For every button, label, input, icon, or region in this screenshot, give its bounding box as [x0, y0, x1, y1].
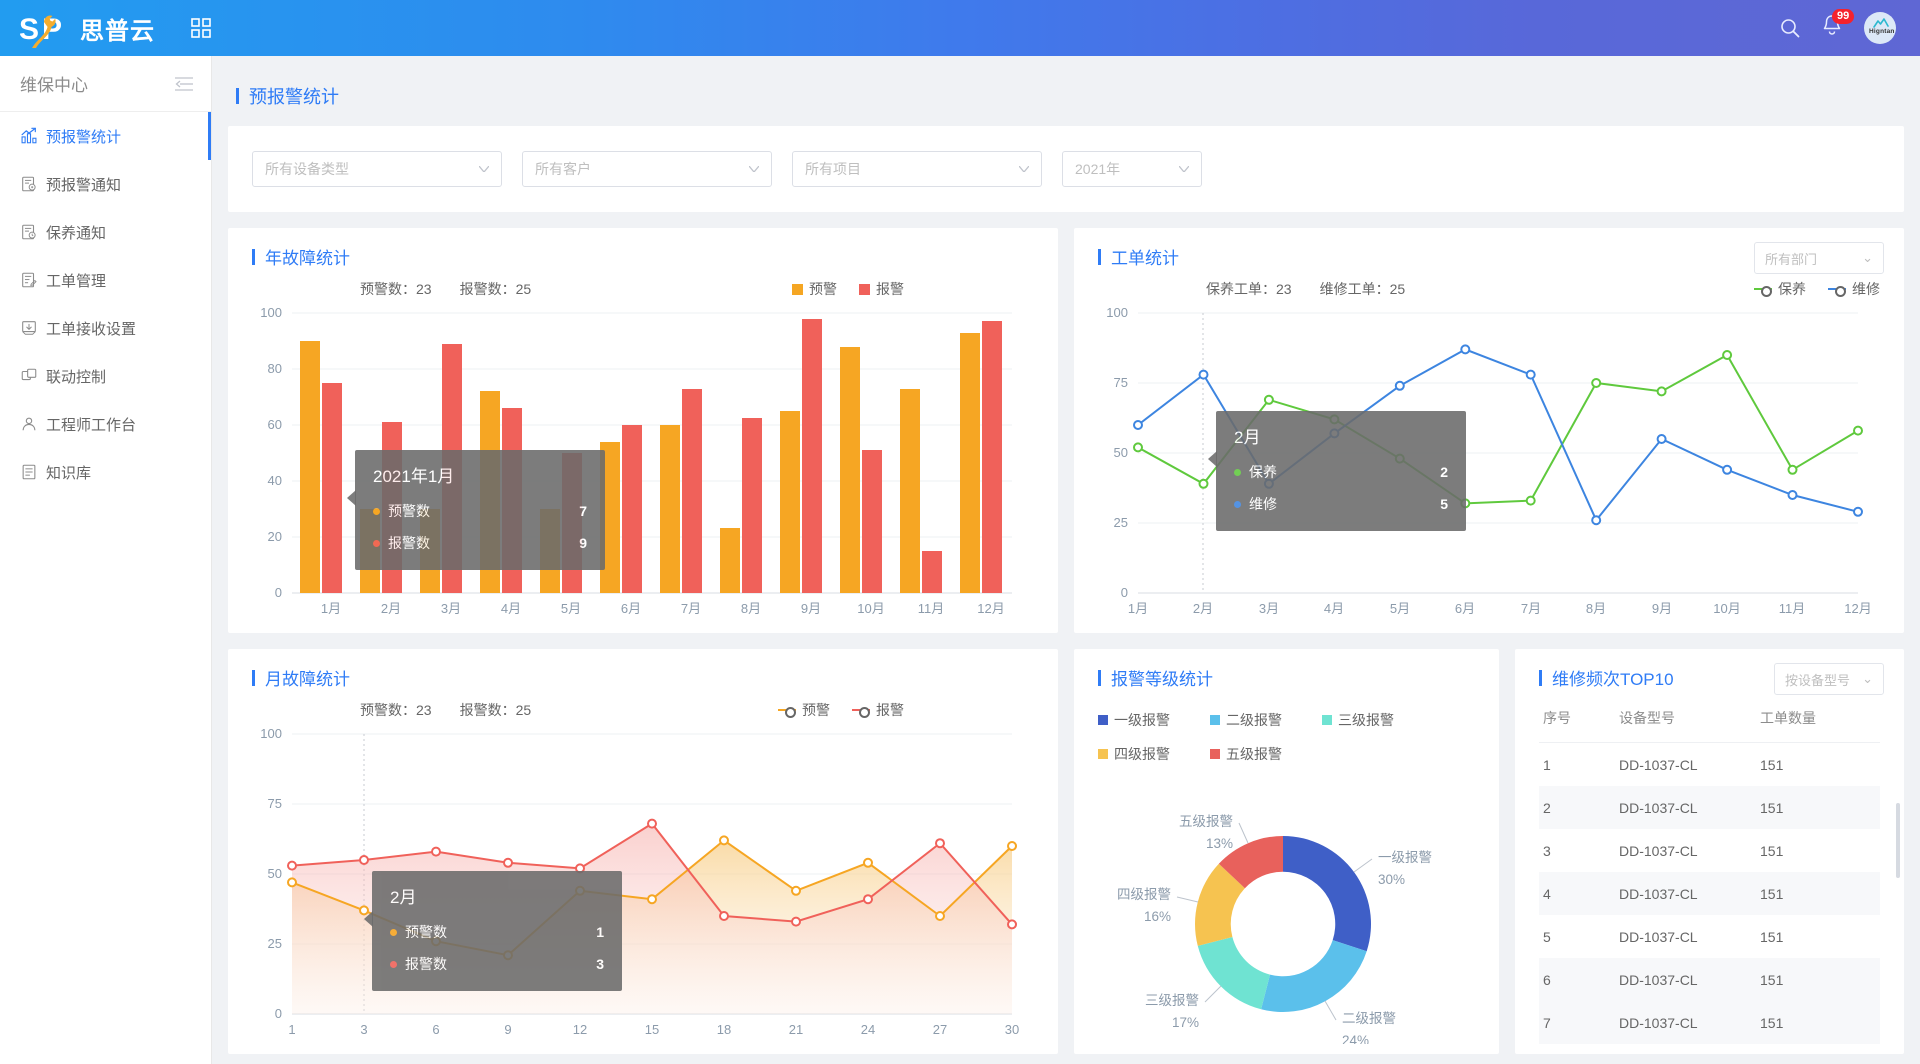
svg-text:4月: 4月 — [501, 601, 521, 616]
svg-text:18: 18 — [717, 1022, 731, 1037]
svg-text:50: 50 — [268, 866, 282, 881]
svg-text:16%: 16% — [1144, 909, 1171, 924]
svg-text:27: 27 — [933, 1022, 947, 1037]
svg-text:11月: 11月 — [1779, 601, 1806, 616]
svg-text:100: 100 — [260, 305, 282, 320]
svg-text:20: 20 — [268, 529, 282, 544]
svg-text:13%: 13% — [1206, 836, 1233, 851]
svg-text:3月: 3月 — [441, 601, 461, 616]
svg-text:25: 25 — [1114, 515, 1128, 530]
svg-text:2月: 2月 — [1193, 601, 1213, 616]
svg-text:8月: 8月 — [1586, 601, 1606, 616]
svg-text:5月: 5月 — [561, 601, 581, 616]
svg-text:1: 1 — [288, 1022, 295, 1037]
svg-text:12月: 12月 — [1844, 601, 1871, 616]
svg-text:25: 25 — [268, 936, 282, 951]
svg-text:12: 12 — [573, 1022, 587, 1037]
svg-text:15: 15 — [645, 1022, 659, 1037]
svg-text:12月: 12月 — [977, 601, 1004, 616]
svg-text:1月: 1月 — [1128, 601, 1148, 616]
svg-text:S: S — [20, 13, 39, 46]
svg-text:二级报警: 二级报警 — [1342, 1011, 1396, 1026]
svg-text:11月: 11月 — [918, 601, 945, 616]
svg-text:30%: 30% — [1378, 872, 1405, 887]
svg-text:75: 75 — [1114, 375, 1128, 390]
svg-text:24: 24 — [861, 1022, 875, 1037]
svg-text:7月: 7月 — [1521, 601, 1541, 616]
svg-text:3: 3 — [360, 1022, 367, 1037]
svg-text:三级报警: 三级报警 — [1145, 993, 1199, 1008]
svg-text:7月: 7月 — [681, 601, 701, 616]
svg-text:80: 80 — [268, 361, 282, 376]
svg-text:21: 21 — [789, 1022, 803, 1037]
svg-text:24%: 24% — [1342, 1033, 1369, 1044]
svg-text:9月: 9月 — [801, 601, 821, 616]
svg-text:9: 9 — [504, 1022, 511, 1037]
svg-text:100: 100 — [1106, 305, 1128, 320]
svg-text:3月: 3月 — [1259, 601, 1279, 616]
svg-text:6月: 6月 — [621, 601, 641, 616]
svg-text:0: 0 — [275, 585, 282, 600]
svg-text:5月: 5月 — [1390, 601, 1410, 616]
svg-text:6: 6 — [432, 1022, 439, 1037]
svg-text:75: 75 — [268, 796, 282, 811]
svg-text:1月: 1月 — [321, 601, 341, 616]
svg-text:100: 100 — [260, 726, 282, 741]
svg-text:一级报警: 一级报警 — [1378, 850, 1432, 865]
svg-text:4月: 4月 — [1324, 601, 1344, 616]
svg-text:8月: 8月 — [741, 601, 761, 616]
svg-text:10月: 10月 — [1713, 601, 1740, 616]
svg-text:五级报警: 五级报警 — [1179, 814, 1233, 829]
svg-text:17%: 17% — [1172, 1015, 1199, 1030]
svg-text:40: 40 — [268, 473, 282, 488]
svg-text:30: 30 — [1005, 1022, 1019, 1037]
svg-text:9月: 9月 — [1652, 601, 1672, 616]
svg-text:四级报警: 四级报警 — [1117, 887, 1171, 902]
svg-text:6月: 6月 — [1455, 601, 1475, 616]
svg-text:0: 0 — [1121, 585, 1128, 600]
svg-text:50: 50 — [1114, 445, 1128, 460]
svg-text:P: P — [42, 13, 62, 46]
svg-text:0: 0 — [275, 1006, 282, 1021]
svg-text:60: 60 — [268, 417, 282, 432]
svg-text:2月: 2月 — [381, 601, 401, 616]
svg-text:10月: 10月 — [857, 601, 884, 616]
